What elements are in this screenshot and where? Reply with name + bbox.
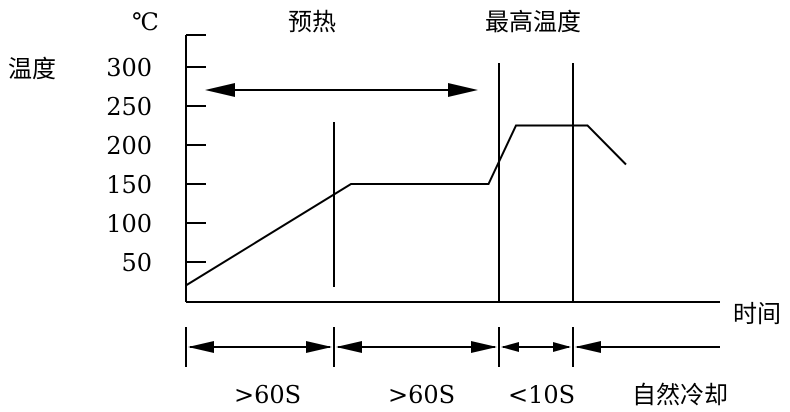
- series-points: [185, 125, 627, 286]
- y-axis-label: 温度: [8, 55, 56, 83]
- arrow-left-head: [205, 83, 235, 97]
- phase-arrow-1-right-head: [306, 341, 332, 353]
- phase-arrow-1-left-head: [188, 341, 214, 353]
- preheat-label: 预热: [288, 8, 336, 36]
- y-tick-label: 150: [106, 171, 152, 199]
- y-ticks: 50 100 150 200 250 300: [106, 54, 206, 277]
- x-axis-label: 时间: [733, 300, 781, 328]
- phase-arrow-2-left-head: [336, 341, 362, 353]
- y-tick-label: 100: [106, 210, 152, 238]
- y-tick-label: 300: [106, 54, 152, 82]
- phase-label-1: >60S: [234, 381, 301, 409]
- phase-arrow-2-right-head: [471, 341, 497, 353]
- phase-label-4: 自然冷却: [632, 381, 728, 409]
- unit-label: ℃: [132, 8, 159, 36]
- phase-arrow-3-right-head: [553, 342, 571, 352]
- y-tick-label: 50: [121, 249, 152, 277]
- y-tick-label: 250: [106, 93, 152, 121]
- phase-arrow-3-left-head: [501, 342, 519, 352]
- phase-timeline: [185, 327, 720, 367]
- preheat-range-arrow: [205, 83, 478, 97]
- arrow-right-head: [448, 83, 478, 97]
- y-tick-label: 200: [106, 132, 152, 160]
- phase-arrow-4-left-head: [575, 341, 601, 353]
- series-line: [185, 124, 627, 287]
- phase-label-3: <10S: [508, 381, 575, 409]
- phase-label-2: >60S: [388, 381, 455, 409]
- peak-temperature-label: 最高温度: [485, 8, 581, 36]
